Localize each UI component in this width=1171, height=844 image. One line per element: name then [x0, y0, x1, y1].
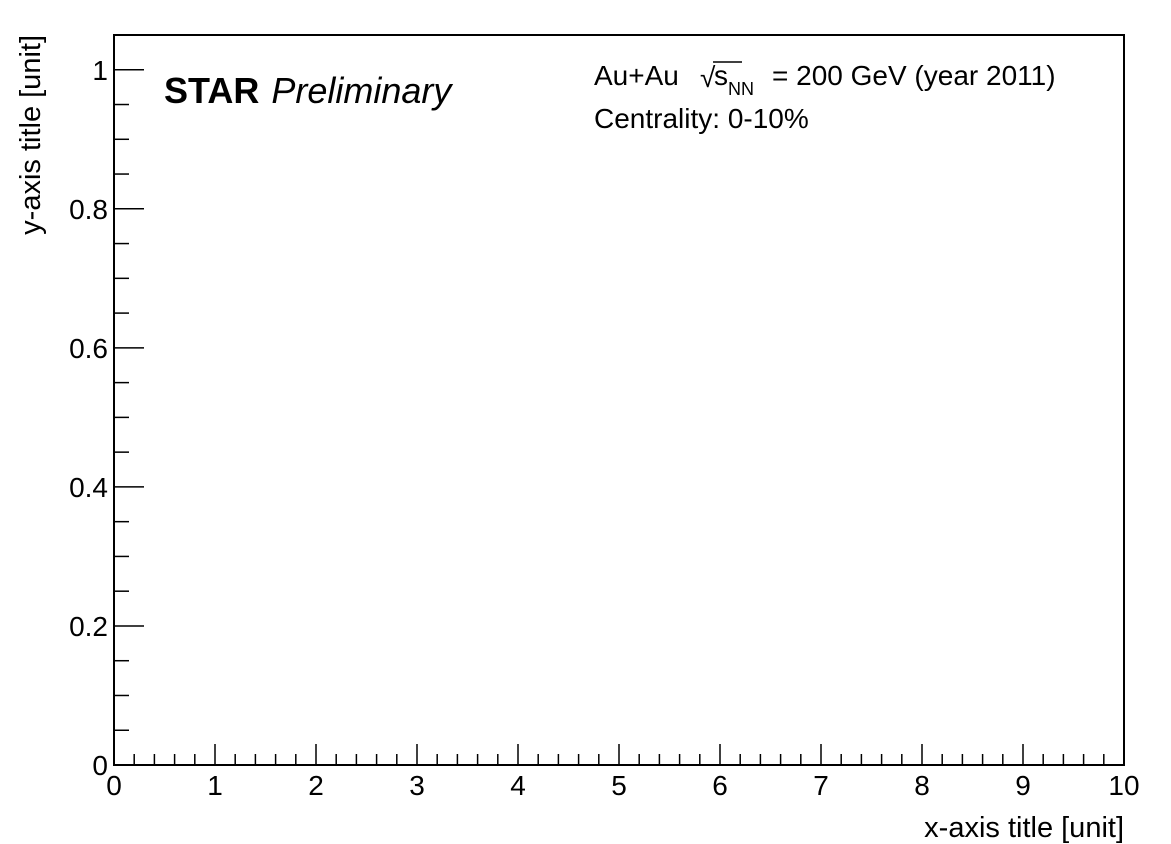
y-tick-label: 0.2	[69, 611, 108, 642]
y-tick-label: 0.4	[69, 472, 108, 503]
x-tick-label: 6	[712, 770, 728, 801]
x-tick-label: 2	[308, 770, 324, 801]
collision-annotation: Au+Au √ s NN = 200 GeV (year 2011) Centr…	[594, 60, 1056, 134]
y-axis-title: y-axis title [unit]	[15, 35, 47, 235]
x-axis-title: x-axis title [unit]	[924, 812, 1124, 844]
x-tick-label: 3	[409, 770, 425, 801]
energy-label: = 200 GeV (year 2011)	[772, 60, 1056, 91]
collision-system-label: Au+Au	[594, 60, 679, 91]
y-tick-label: 0	[92, 750, 108, 781]
axis-ticks	[113, 34, 1125, 766]
y-tick-label: 0.8	[69, 194, 108, 225]
x-tick-label: 9	[1015, 770, 1031, 801]
x-tick-label: 5	[611, 770, 627, 801]
sqrt-symbol: √	[700, 62, 716, 93]
x-tick-label: 7	[813, 770, 829, 801]
star-logo-bold: STAR	[164, 70, 259, 111]
x-tick-label: 1	[207, 770, 223, 801]
sqrt-variable: s	[714, 60, 728, 91]
x-tick-label: 0	[106, 770, 122, 801]
star-logo: STAR Preliminary	[164, 70, 453, 111]
plot-frame	[113, 34, 1125, 766]
y-tick-label: 1	[92, 55, 108, 86]
y-tick-label: 0.6	[69, 333, 108, 364]
sqrt-subscript: NN	[728, 79, 754, 99]
x-tick-label: 10	[1108, 770, 1139, 801]
x-tick-label: 8	[914, 770, 930, 801]
star-logo-italic: Preliminary	[271, 70, 453, 111]
axis-tick-labels: 0 1 2 3 4 5 6 7 8 9 10 0 0.2 0.4 0.6 0.8 1	[69, 55, 1140, 801]
centrality-label: Centrality: 0-10%	[594, 103, 809, 134]
x-tick-label: 4	[510, 770, 526, 801]
